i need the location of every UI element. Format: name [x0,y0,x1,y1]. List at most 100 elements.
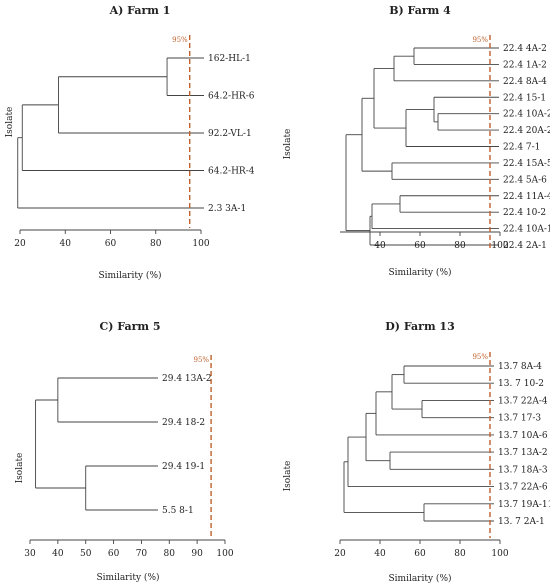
cluster-branch [423,503,494,522]
isolate-label: 22.4 10A-1 [503,225,550,235]
isolate-label: 13.7 17-3 [498,414,541,424]
cluster-branch [375,391,494,436]
x-tick-label: 60 [414,241,426,251]
x-tick-label: 40 [374,549,386,559]
cutoff-95-line: 95% [172,35,191,228]
x-tick-label: 80 [150,239,162,249]
x-axis: 40 60 80 100 [340,231,509,251]
isolate-label: 22.4 10-2 [503,208,546,218]
x-tick-label: 100 [192,239,209,249]
panel-farm-1: A) Farm 1 Isolate Similarity (%) 162-HL-… [5,4,255,281]
x-tick-label: 50 [80,549,92,559]
cluster-branch [166,57,204,96]
y-axis-label: Isolate [283,461,293,492]
cluster-branch [389,451,494,470]
x-tick-label: 100 [491,549,508,559]
cluster-branch [345,134,370,232]
x-axis: 20 40 60 80 100 [14,229,210,249]
cluster-branch [391,374,422,410]
x-tick-label: 60 [105,239,117,249]
x-tick-label: 100 [216,549,233,559]
x-tick-label: 60 [414,549,426,559]
cluster-branch [17,137,204,209]
cluster-branch [35,399,86,489]
x-tick-label: 20 [14,239,26,249]
panel-title: B) Farm 4 [389,4,451,17]
cutoff-label: 95% [172,36,188,44]
isolate-label: 22.4 15A-5 [503,159,550,169]
panel-farm-13: D) Farm 13 Isolate Similarity (%) 13.7 8… [283,320,550,584]
cluster-branch [361,97,392,172]
cluster-branch [391,162,499,180]
y-axis-label: Isolate [5,107,15,138]
tree: 162-HL-1 64.2-HR-6 92.2-VL-1 64.2-HR-4 2.3 3… [17,54,255,214]
panel-title: D) Farm 13 [385,320,454,333]
cluster-branch [371,203,499,230]
x-axis-label: Similarity (%) [388,573,451,584]
cutoff-95-line: 95% [472,352,491,538]
cluster-branch [433,96,499,123]
cluster-branch [347,436,494,488]
isolate-label: 22.4 1A-2 [503,60,547,70]
isolate-label: 5.5 8-1 [162,506,194,516]
panel-farm-5: C) Farm 5 Isolate Similarity (%) 29.4 13… [15,320,234,583]
isolate-label: 22.4 11A-4 [503,192,550,202]
cluster-branch [365,412,390,462]
isolate-label: 13. 7 10-2 [498,379,544,389]
cluster-branch [421,399,494,419]
isolate-label: 13. 7 2A-1 [498,517,545,527]
isolate-label: 13.7 22A-4 [498,396,548,406]
tree: 13.7 8A-4 13. 7 10-2 13.7 22A-4 13.7 17-3 13… [343,362,550,527]
x-tick-label: 40 [60,239,72,249]
isolate-label: 29.4 13A-2 [162,374,212,384]
cluster-branch [393,55,499,82]
x-axis: 20 40 60 80 100 [334,539,509,559]
cluster-branch [405,109,499,147]
x-tick-label: 80 [454,241,466,251]
x-tick-label: 30 [24,549,36,559]
y-axis-label: Isolate [15,453,25,484]
tree: 22.4 4A-2 22.4 1A-2 22.4 8A-4 22.4 15-1 22.4… [345,44,550,251]
isolate-label: 13.7 22A-6 [498,483,548,493]
panel-title: C) Farm 5 [99,320,160,333]
isolate-label: 22.4 15-1 [503,93,546,103]
isolate-label: 22.4 7-1 [503,143,540,153]
x-tick-label: 70 [136,549,148,559]
cutoff-label: 95% [472,353,488,361]
isolate-label: 29.4 18-2 [162,418,205,428]
isolate-label: 2.3 3A-1 [208,204,246,214]
isolate-label: 22.4 8A-4 [503,77,547,87]
isolate-label: 13.7 13A-2 [498,448,548,458]
isolate-label: 64.2-HR-6 [208,92,255,102]
x-axis-label: Similarity (%) [388,267,451,278]
tree: 29.4 13A-2 29.4 18-2 29.4 19-1 5.5 8-1 [35,374,212,516]
x-tick-label: 20 [334,549,346,559]
isolate-label: 92.2-VL-1 [208,129,252,139]
cutoff-label: 95% [194,356,210,364]
isolate-label: 22.4 20A-2 [503,126,550,136]
isolate-label: 22.4 4A-2 [503,44,547,54]
isolate-label: 162-HL-1 [208,54,251,64]
cluster-branch [21,104,204,171]
cluster-branch [373,68,406,129]
y-axis-label: Isolate [283,129,293,160]
panel-title: A) Farm 1 [109,4,171,17]
x-tick-label: 60 [108,549,120,559]
cluster-branch [58,76,204,134]
isolate-label: 13.7 10A-6 [498,431,548,441]
x-tick-label: 80 [164,549,176,559]
cluster-branch [85,465,158,511]
x-axis: 30 40 50 60 70 80 90 100 [24,539,234,559]
isolate-label: 22.4 5A-6 [503,175,547,185]
isolate-label: 29.4 19-1 [162,462,205,472]
isolate-label: 22.4 2A-1 [503,241,547,251]
x-axis-label: Similarity (%) [96,572,159,583]
isolate-label: 64.2-HR-4 [208,167,255,177]
isolate-label: 13.7 18A-3 [498,465,548,475]
cluster-branch [369,215,499,246]
isolate-label: 13.7 19A-11 [498,500,550,510]
cluster-branch [413,47,499,65]
x-tick-label: 40 [374,241,386,251]
x-tick-label: 90 [191,549,203,559]
